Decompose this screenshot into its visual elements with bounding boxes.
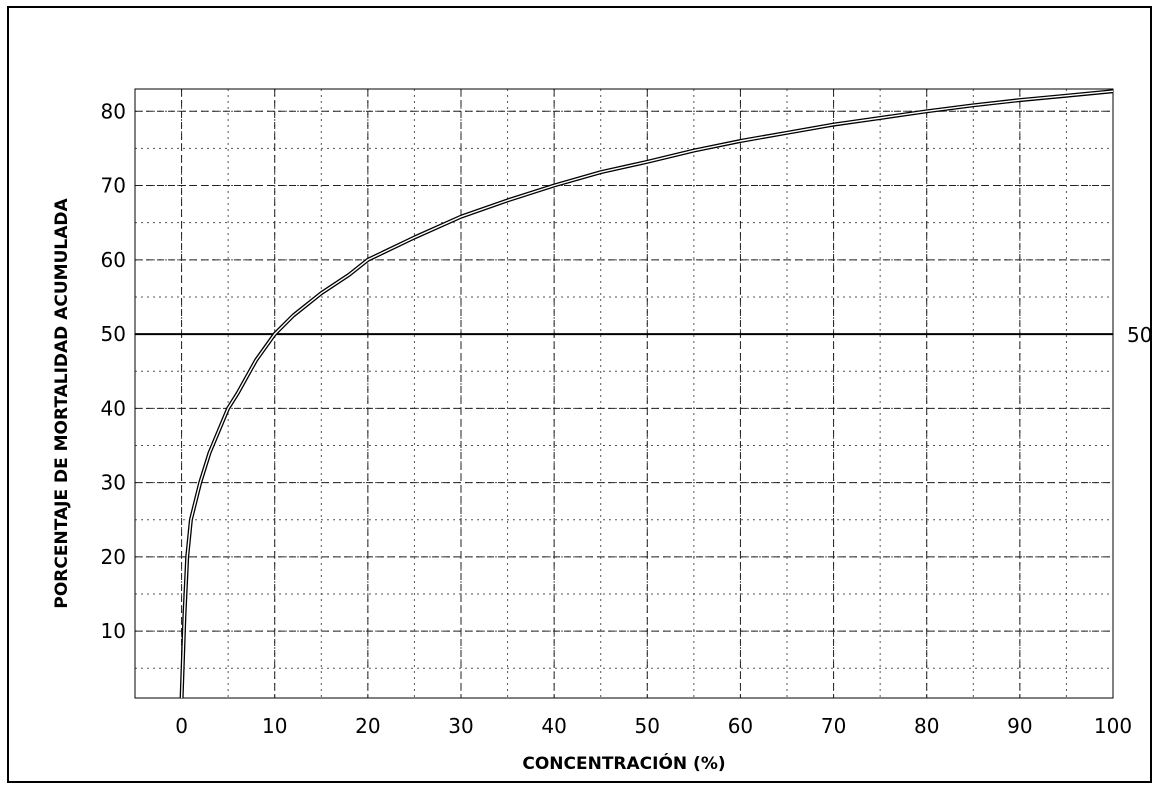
x-tick-label: 30	[448, 714, 473, 738]
major-grid	[135, 89, 1113, 698]
y-tick-label: 50	[101, 322, 126, 346]
x-tick-label: 50	[635, 714, 660, 738]
x-axis-title: CONCENTRACIÓN (%)	[522, 752, 725, 774]
reference-line-label: 50	[1127, 323, 1150, 347]
x-tick-label: 20	[355, 714, 380, 738]
series-line-inner-0	[180, 90, 1114, 699]
y-tick-label: 80	[101, 99, 126, 123]
y-tick-labels: 10 20 30 40 50 60 70 80	[101, 99, 126, 643]
x-tick-label: 70	[821, 714, 846, 738]
plot-area-border	[134, 88, 1114, 699]
x-tick-label: 80	[914, 714, 939, 738]
minor-grid	[135, 89, 1113, 698]
x-tick-label: 10	[262, 714, 287, 738]
x-tick-label: 90	[1007, 714, 1032, 738]
y-tick-label: 10	[101, 619, 126, 643]
x-tick-labels: 0 10 20 30 40 50 60 70 80 90 100	[175, 714, 1132, 738]
x-tick-label: 0	[175, 714, 188, 738]
x-tick-label: 60	[728, 714, 753, 738]
y-tick-label: 40	[101, 396, 126, 420]
x-tick-label: 40	[541, 714, 566, 738]
chart-frame: 50 0 10 20 30 40 50 60 70 80 90 100 10 20 30 40 50 60 70…	[7, 6, 1152, 783]
chart-svg: 50 0 10 20 30 40 50 60 70 80 90 100 10 20 30 40 50 60 70…	[52, 88, 1150, 774]
y-tick-label: 30	[101, 471, 126, 495]
series-group	[179, 89, 1114, 699]
y-tick-label: 60	[101, 248, 126, 272]
y-axis-title: PORCENTAJE DE MORTALIDAD ACUMULADA	[52, 198, 72, 609]
x-tick-label: 100	[1094, 714, 1132, 738]
y-tick-label: 20	[101, 545, 126, 569]
y-tick-label: 70	[101, 174, 126, 198]
reference-line-group: 50	[135, 323, 1150, 347]
